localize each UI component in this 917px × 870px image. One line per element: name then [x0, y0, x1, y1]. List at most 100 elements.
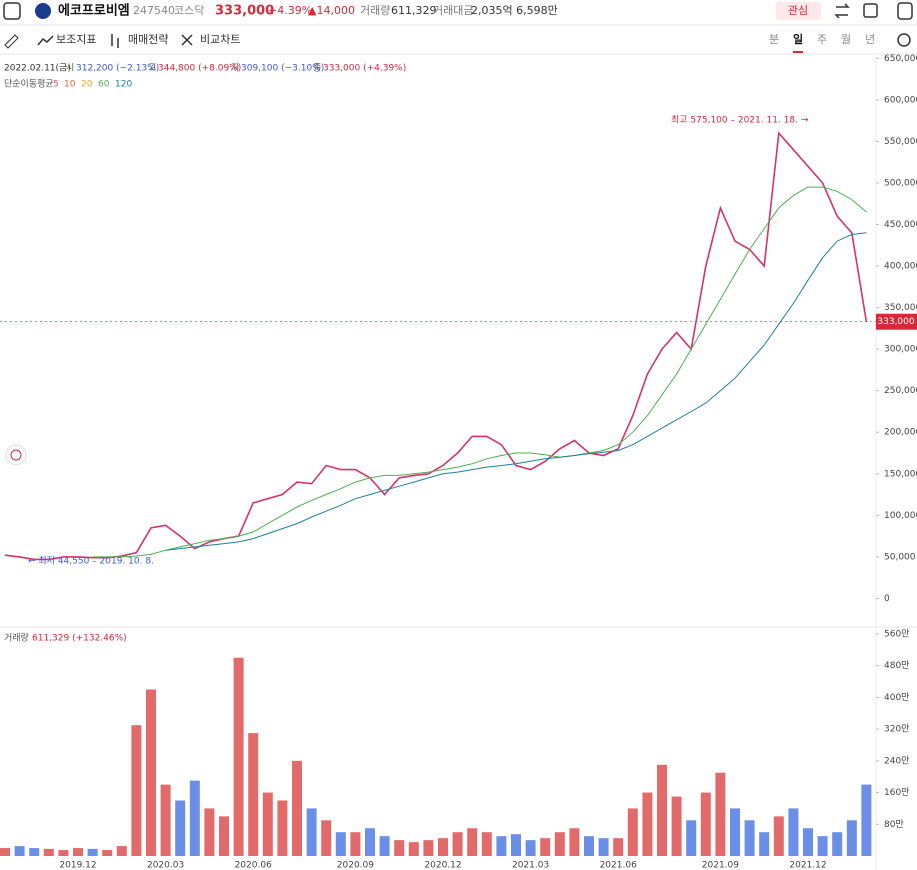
- scroll-button[interactable]: [5, 444, 27, 466]
- volume-bar: [788, 808, 799, 856]
- volume-bar: [43, 848, 54, 856]
- high-label: 고: [148, 64, 156, 74]
- volume-bar: [613, 838, 624, 856]
- y-tick-label: 400만: [884, 692, 909, 703]
- change-pct: +4.39%: [268, 4, 312, 17]
- volume-bar: [175, 800, 186, 856]
- volume-bar: [423, 840, 434, 856]
- open-label: 시: [66, 63, 74, 74]
- volume-bar: [438, 838, 448, 856]
- x-tick-label: 2020.03: [147, 861, 184, 870]
- panel-icon[interactable]: [897, 2, 913, 20]
- volume-bar: [803, 828, 813, 856]
- volume-bar: [394, 840, 405, 856]
- y-tick-label: 240만: [884, 755, 909, 766]
- y-tick-label: 480만: [884, 660, 909, 671]
- y-tick-label: 150,000: [884, 469, 917, 479]
- y-tick-label: 300,000: [884, 345, 917, 355]
- compare[interactable]: 비교차트: [200, 33, 240, 46]
- low-annotation: ← 최저 44,550 – 2019. 10. 8.: [28, 556, 154, 567]
- volume-bar: [452, 832, 463, 856]
- period[interactable]: 월: [841, 33, 851, 46]
- volume-bar: [584, 836, 594, 856]
- y-tick-label: 160만: [884, 787, 909, 798]
- strategy[interactable]: 매매전략: [128, 33, 168, 46]
- ma-item: 10: [64, 80, 76, 90]
- period[interactable]: 년: [865, 33, 875, 46]
- volume-bar: [511, 834, 521, 856]
- period[interactable]: 주: [817, 33, 827, 46]
- strategy-icon[interactable]: [111, 34, 119, 48]
- volume-bar: [102, 850, 113, 856]
- volume-bar: [744, 820, 755, 856]
- volume-bar: [627, 808, 638, 856]
- x-tick-label: 2021.03: [512, 861, 549, 870]
- volume-bar: [116, 846, 127, 856]
- watch-label[interactable]: 관심: [788, 4, 808, 17]
- ma-item: 60: [98, 80, 110, 90]
- volume-bar: [29, 848, 40, 856]
- info-date: 2022.02.11(금): [4, 63, 71, 74]
- volume-bar: [160, 784, 171, 856]
- volume-bar: [277, 800, 288, 856]
- y-tick-label: 100,000: [884, 511, 917, 521]
- current-price-tag: [876, 313, 917, 330]
- indicators[interactable]: 보조지표: [56, 33, 96, 46]
- ma-line: [165, 232, 867, 551]
- volume-bar: [335, 832, 346, 856]
- volume-bar: [817, 836, 828, 856]
- draw-icon[interactable]: [4, 34, 19, 49]
- volume-bar: [131, 725, 142, 856]
- volume-bar: [773, 816, 784, 856]
- volume-bar: [365, 828, 375, 856]
- sidebar-toggle[interactable]: [3, 2, 21, 20]
- watch-button[interactable]: [776, 2, 821, 20]
- volume-bar: [759, 832, 770, 856]
- swap-icon[interactable]: [834, 3, 850, 19]
- y-tick-label: 650,000: [884, 54, 917, 64]
- volume-bar: [219, 816, 229, 856]
- amount: 2,035억 6,598만: [471, 4, 558, 17]
- volume-legend-value: 611,329 (+132.46%): [32, 634, 127, 644]
- volume-bar: [233, 657, 244, 856]
- price: 333,000: [215, 4, 274, 19]
- ma-item: 120: [115, 80, 132, 90]
- y-tick-label: 0: [884, 594, 890, 604]
- ma-item: 5: [53, 80, 59, 90]
- stock-name: 에코프로비엠: [58, 3, 130, 19]
- y-tick-label: 500,000: [884, 178, 917, 188]
- amount-label: 거래대금: [433, 4, 473, 17]
- ma-item: 20: [81, 80, 93, 90]
- ma-line: [92, 186, 867, 558]
- volume-bar: [73, 848, 83, 856]
- volume-bar: [350, 832, 361, 856]
- y-tick-label: 550,000: [884, 137, 917, 147]
- indicator-icon[interactable]: [37, 35, 54, 46]
- volume-bar: [248, 733, 259, 856]
- volume-bar: [0, 848, 10, 856]
- volume-bar: [306, 808, 317, 856]
- scroll-icon[interactable]: [10, 449, 22, 461]
- y-tick-label: 600,000: [884, 95, 917, 105]
- period[interactable]: 일: [793, 32, 803, 46]
- volume-bar: [569, 828, 580, 856]
- settings-icon[interactable]: [897, 33, 911, 47]
- compare-icon[interactable]: [181, 34, 193, 46]
- volume-bar: [686, 820, 697, 856]
- edit-icon[interactable]: [863, 3, 878, 18]
- volume-bar: [540, 838, 551, 856]
- volume-bar: [598, 838, 609, 856]
- volume-bar: [846, 820, 857, 856]
- y-tick-label: 350,000: [884, 303, 917, 313]
- volume-bar: [292, 760, 302, 856]
- volume-bar: [379, 836, 390, 856]
- x-tick-label: 2019.12: [59, 861, 96, 870]
- current-price-label: 333,000: [877, 317, 914, 327]
- ma-label: 단순이동평균: [4, 79, 54, 90]
- volume-bar: [861, 784, 872, 856]
- period[interactable]: 분: [769, 33, 779, 46]
- market: 코스닥: [174, 4, 204, 17]
- volume-bar: [189, 780, 200, 856]
- y-tick-label: 560만: [884, 628, 909, 639]
- x-tick-label: 2021.12: [789, 861, 826, 870]
